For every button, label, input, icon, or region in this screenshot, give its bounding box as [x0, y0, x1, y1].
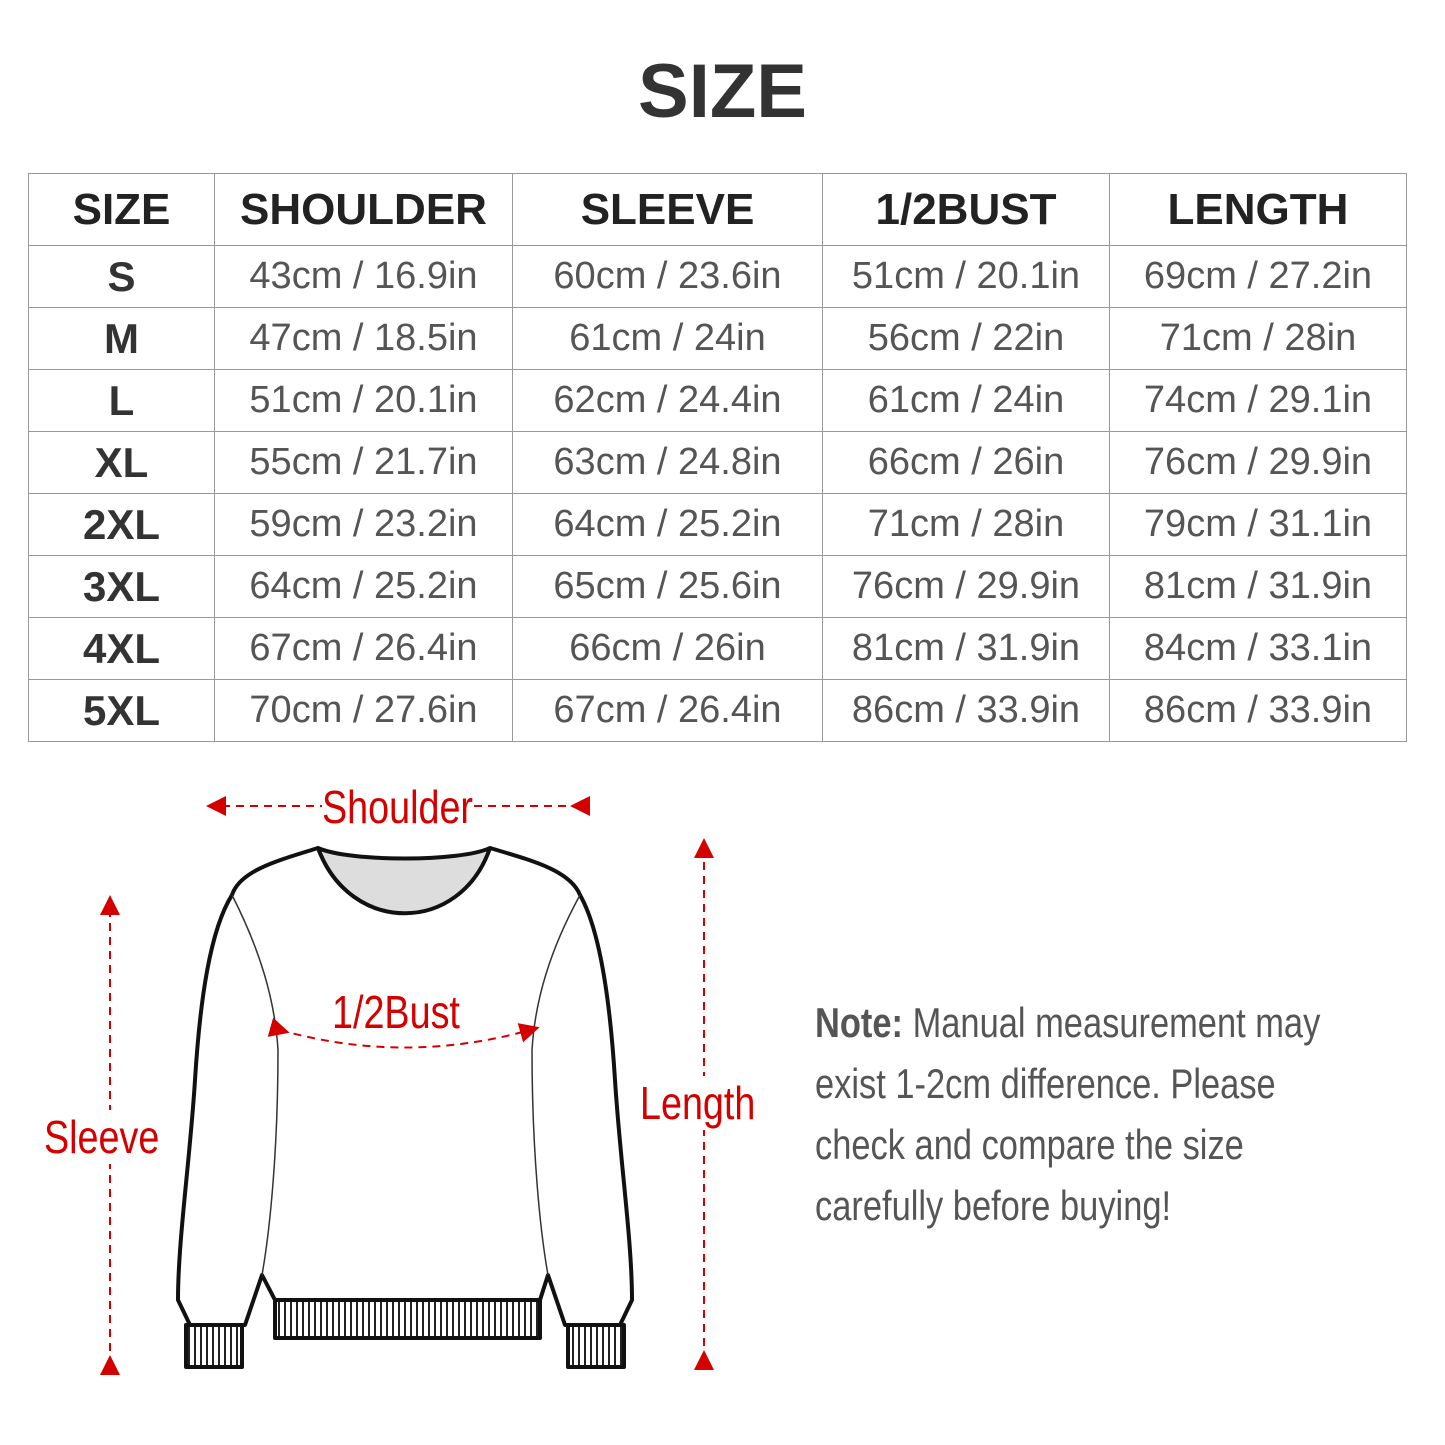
measurement-cell: 70cm / 27.6in [214, 679, 513, 742]
measurement-cell: 60cm / 23.6in [512, 245, 823, 308]
measurement-cell: 71cm / 28in [822, 493, 1110, 556]
note-body: Manual measurement may exist 1-2cm diffe… [815, 999, 1321, 1229]
right-cuff [566, 1323, 626, 1369]
column-header: SIZE [28, 173, 215, 246]
measurement-cell: 63cm / 24.8in [512, 431, 823, 494]
bust-arrow [267, 1017, 540, 1049]
shoulder-label: Shoulder [322, 780, 473, 834]
note-text: Note: Manual measurement may exist 1-2cm… [815, 992, 1356, 1236]
table-row: 4XL 67cm / 26.4in 66cm / 26in 81cm / 31.9in… [28, 617, 1407, 680]
measurement-cell: 74cm / 29.1in [1109, 369, 1407, 432]
measurement-cell: 67cm / 26.4in [512, 679, 823, 742]
table-row: M 47cm / 18.5in 61cm / 24in 56cm / 22in 71cm… [28, 307, 1407, 370]
measurement-cell: 66cm / 26in [822, 431, 1110, 494]
size-cell: M [28, 307, 215, 370]
size-cell: 5XL [28, 679, 215, 742]
measurement-cell: 76cm / 29.9in [1109, 431, 1407, 494]
measurement-cell: 55cm / 21.7in [214, 431, 513, 494]
measurement-cell: 61cm / 24in [512, 307, 823, 370]
table-row: XL 55cm / 21.7in 63cm / 24.8in 66cm / 26in 7… [28, 431, 1407, 494]
measurement-cell: 62cm / 24.4in [512, 369, 823, 432]
sweater-body [176, 846, 634, 1327]
table-header-row: SIZE SHOULDER SLEEVE 1/2BUST LENGTH [28, 173, 1407, 246]
table-row: L 51cm / 20.1in 62cm / 24.4in 61cm / 24in 74… [28, 369, 1407, 432]
measurement-cell: 81cm / 31.9in [822, 617, 1110, 680]
neck-rib [316, 846, 492, 916]
measurement-cell: 79cm / 31.1in [1109, 493, 1407, 556]
measurement-cell: 51cm / 20.1in [822, 245, 1110, 308]
column-header: LENGTH [1109, 173, 1407, 246]
size-cell: S [28, 245, 215, 308]
measurement-cell: 47cm / 18.5in [214, 307, 513, 370]
measurement-cell: 56cm / 22in [822, 307, 1110, 370]
measurement-cell: 65cm / 25.6in [512, 555, 823, 618]
measurement-cell: 66cm / 26in [512, 617, 823, 680]
measurement-cell: 43cm / 16.9in [214, 245, 513, 308]
measurement-cell: 84cm / 33.1in [1109, 617, 1407, 680]
size-cell: 2XL [28, 493, 215, 556]
measurement-cell: 51cm / 20.1in [214, 369, 513, 432]
size-cell: L [28, 369, 215, 432]
measurement-cell: 64cm / 25.2in [214, 555, 513, 618]
length-label: Length [640, 1076, 756, 1130]
bust-label: 1/2Bust [332, 986, 460, 1038]
size-cell: XL [28, 431, 215, 494]
sleeve-label: Sleeve [44, 1110, 160, 1164]
page-title: SIZE [638, 49, 807, 134]
measurement-cell: 61cm / 24in [822, 369, 1110, 432]
size-table: SIZE SHOULDER SLEEVE 1/2BUST LENGTH S 43cm / … [28, 173, 1407, 742]
table-row: S 43cm / 16.9in 60cm / 23.6in 51cm / 20.1in… [28, 245, 1407, 308]
column-header: SLEEVE [512, 173, 823, 246]
measurement-cell: 67cm / 26.4in [214, 617, 513, 680]
size-cell: 3XL [28, 555, 215, 618]
measurement-cell: 59cm / 23.2in [214, 493, 513, 556]
measurement-cell: 86cm / 33.9in [1109, 679, 1407, 742]
size-cell: 4XL [28, 617, 215, 680]
waist-rib [273, 1298, 542, 1340]
measurement-cell: 86cm / 33.9in [822, 679, 1110, 742]
measurement-cell: 69cm / 27.2in [1109, 245, 1407, 308]
table-row: 5XL 70cm / 27.6in 67cm / 26.4in 86cm / 33.9… [28, 679, 1407, 742]
measurement-cell: 64cm / 25.2in [512, 493, 823, 556]
note-label: Note: [815, 999, 904, 1046]
table-row: 2XL 59cm / 23.2in 64cm / 25.2in 71cm / 28in… [28, 493, 1407, 556]
left-cuff [184, 1323, 244, 1369]
column-header: 1/2BUST [822, 173, 1110, 246]
measurement-cell: 71cm / 28in [1109, 307, 1407, 370]
